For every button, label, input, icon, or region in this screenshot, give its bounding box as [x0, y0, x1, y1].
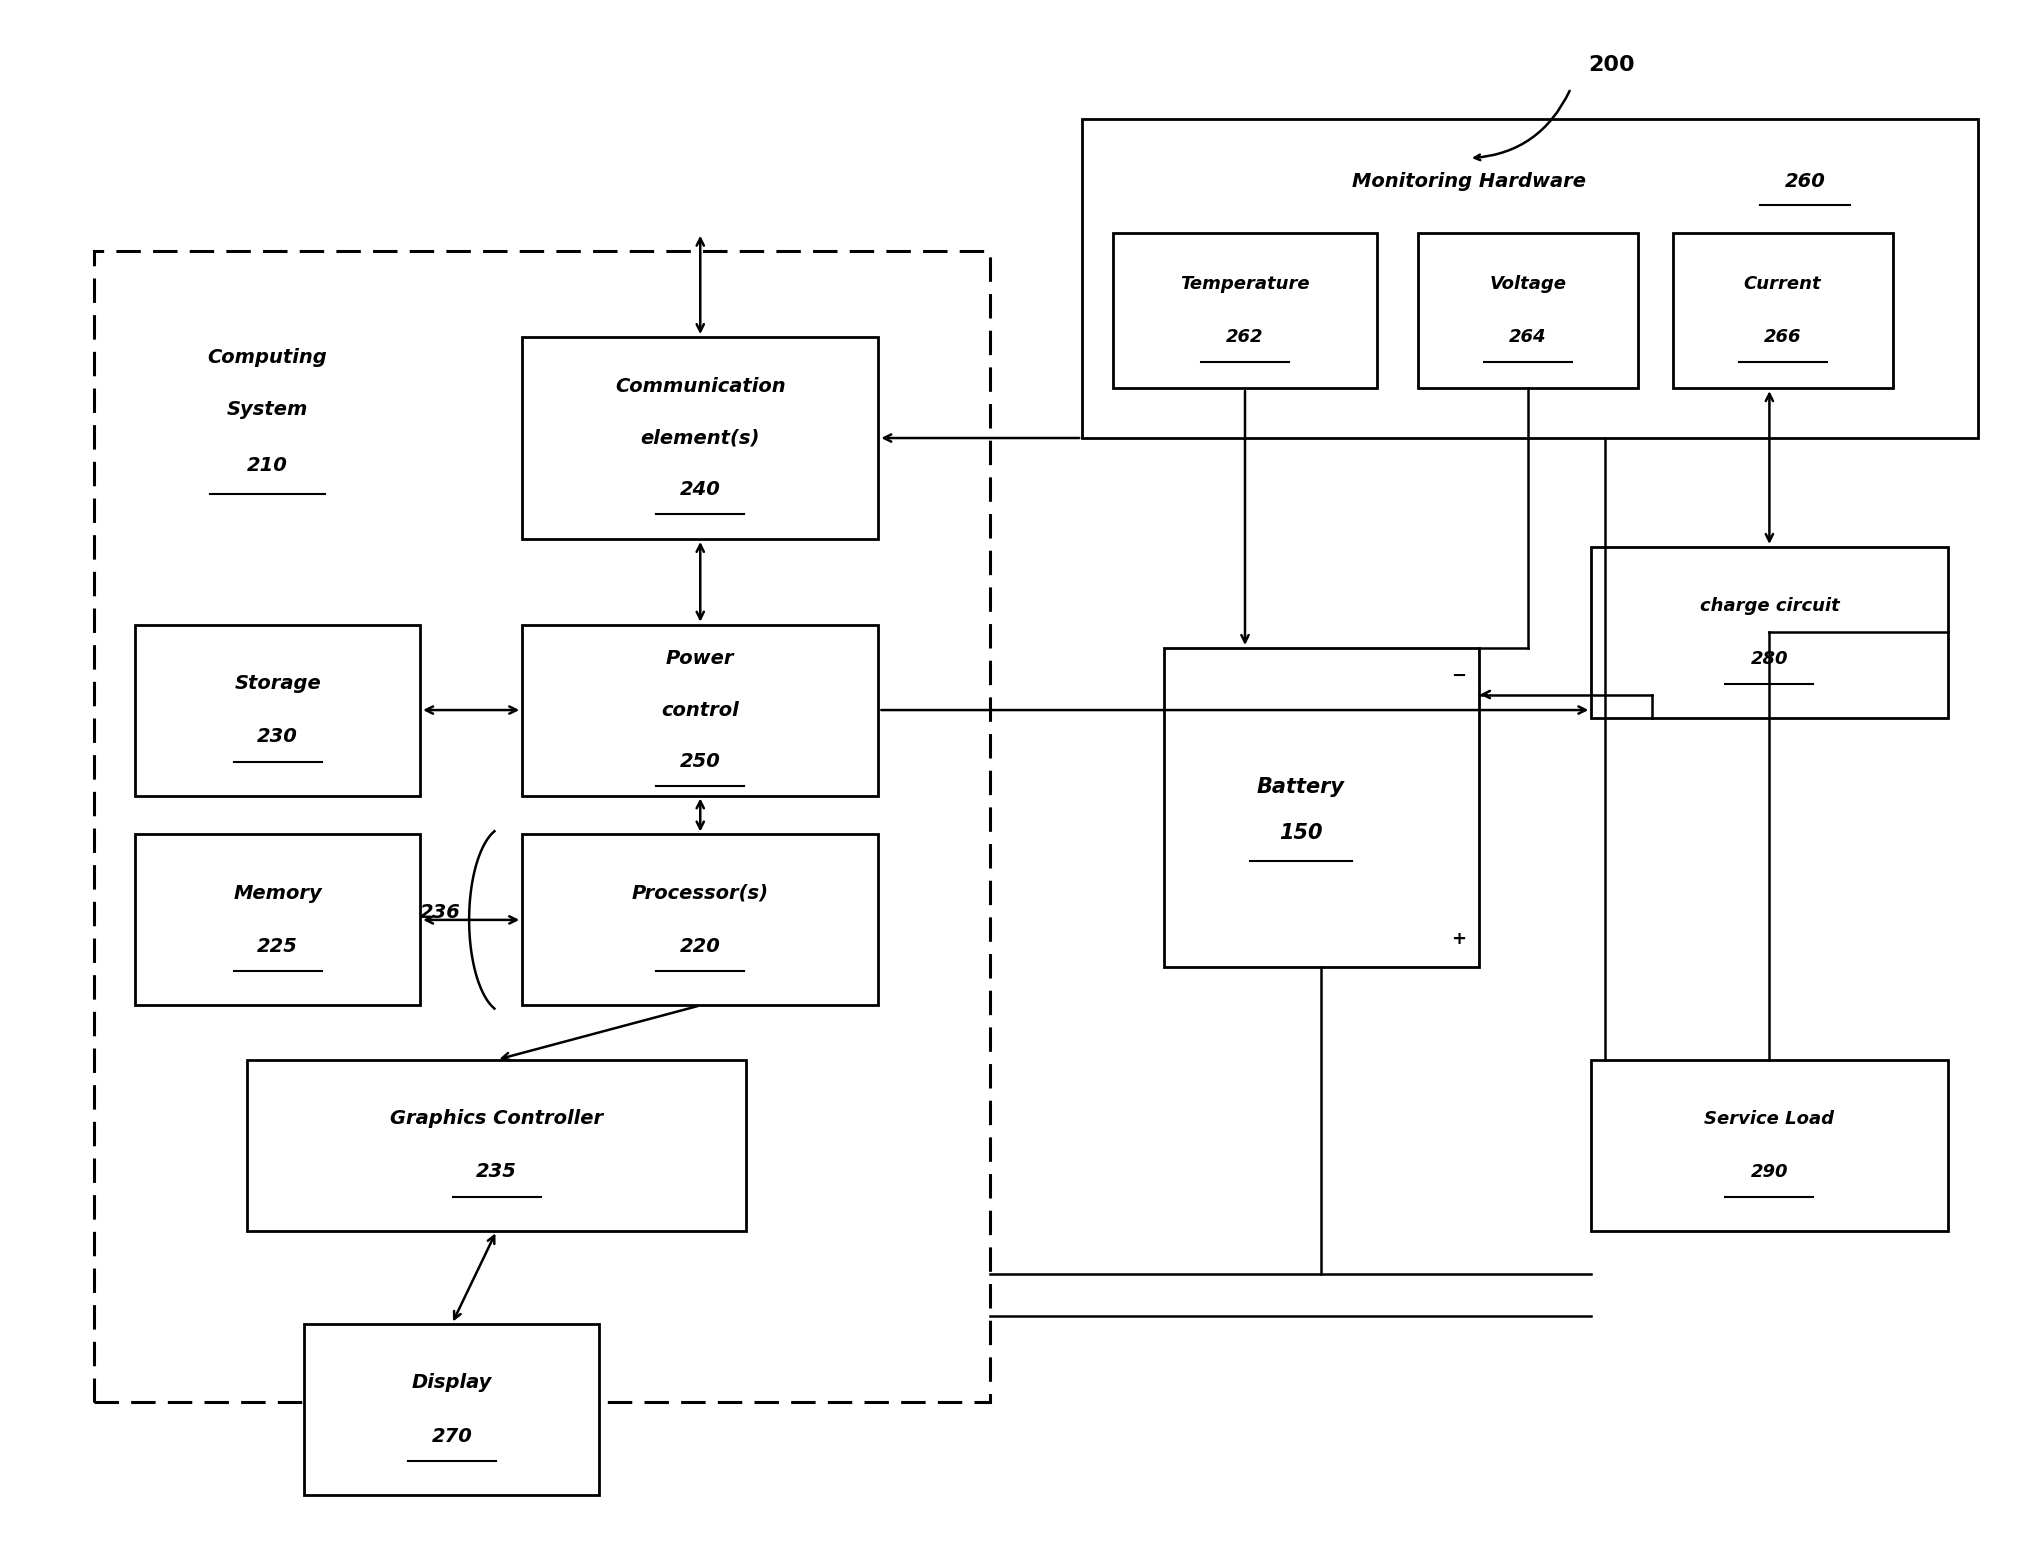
Text: 236: 236	[421, 903, 461, 922]
Text: 150: 150	[1278, 822, 1323, 842]
Text: 270: 270	[431, 1427, 472, 1446]
FancyBboxPatch shape	[247, 1059, 745, 1231]
Text: System: System	[227, 399, 308, 418]
Text: Computing: Computing	[208, 348, 327, 368]
Text: Temperature: Temperature	[1180, 275, 1309, 293]
FancyBboxPatch shape	[94, 251, 990, 1402]
Text: Voltage: Voltage	[1489, 275, 1566, 293]
Text: Display: Display	[412, 1373, 492, 1393]
FancyBboxPatch shape	[523, 835, 878, 1005]
Text: Monitoring Hardware: Monitoring Hardware	[1352, 172, 1587, 190]
Text: 240: 240	[680, 480, 721, 499]
Text: 250: 250	[680, 752, 721, 771]
FancyBboxPatch shape	[1082, 120, 1979, 438]
FancyBboxPatch shape	[1417, 232, 1638, 388]
Text: Storage: Storage	[235, 674, 321, 693]
Text: −: −	[1452, 666, 1466, 685]
Text: 266: 266	[1764, 328, 1801, 346]
Text: 262: 262	[1227, 328, 1264, 346]
Text: Graphics Controller: Graphics Controller	[390, 1109, 602, 1128]
Text: 230: 230	[257, 727, 298, 746]
Text: 290: 290	[1750, 1162, 1789, 1181]
Text: Processor(s): Processor(s)	[631, 883, 768, 903]
Text: 260: 260	[1785, 172, 1826, 190]
Text: Communication: Communication	[615, 378, 786, 396]
FancyBboxPatch shape	[135, 624, 421, 796]
Text: Service Load: Service Load	[1705, 1109, 1834, 1128]
Text: 264: 264	[1509, 328, 1548, 346]
Text: element(s): element(s)	[641, 429, 760, 448]
Text: 225: 225	[257, 938, 298, 956]
Text: 200: 200	[1589, 55, 1636, 75]
FancyBboxPatch shape	[523, 624, 878, 796]
FancyBboxPatch shape	[1164, 647, 1478, 967]
Text: Current: Current	[1744, 275, 1821, 293]
FancyBboxPatch shape	[1672, 232, 1893, 388]
Text: charge circuit: charge circuit	[1699, 596, 1840, 615]
FancyBboxPatch shape	[304, 1324, 600, 1494]
Text: Memory: Memory	[233, 883, 323, 903]
FancyBboxPatch shape	[1591, 1059, 1948, 1231]
FancyBboxPatch shape	[1113, 232, 1378, 388]
Text: 220: 220	[680, 938, 721, 956]
Text: 280: 280	[1750, 651, 1789, 668]
Text: Power: Power	[666, 649, 735, 668]
Text: 235: 235	[476, 1162, 517, 1181]
FancyBboxPatch shape	[1591, 548, 1948, 718]
Text: Battery: Battery	[1258, 777, 1346, 797]
FancyBboxPatch shape	[523, 337, 878, 540]
Text: control: control	[662, 700, 739, 719]
Text: +: +	[1452, 930, 1466, 947]
FancyBboxPatch shape	[135, 835, 421, 1005]
Text: 210: 210	[247, 456, 288, 476]
